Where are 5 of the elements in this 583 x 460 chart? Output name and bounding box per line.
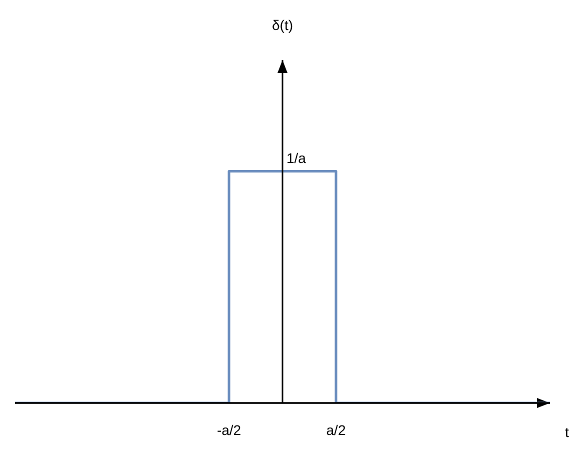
x-tick-label: a/2 (326, 422, 346, 438)
x-axis-title: t (565, 424, 570, 440)
x-tick-label: -a/2 (216, 422, 242, 438)
annotation: 1/a (286, 150, 306, 166)
text: δ(t) (272, 17, 294, 33)
